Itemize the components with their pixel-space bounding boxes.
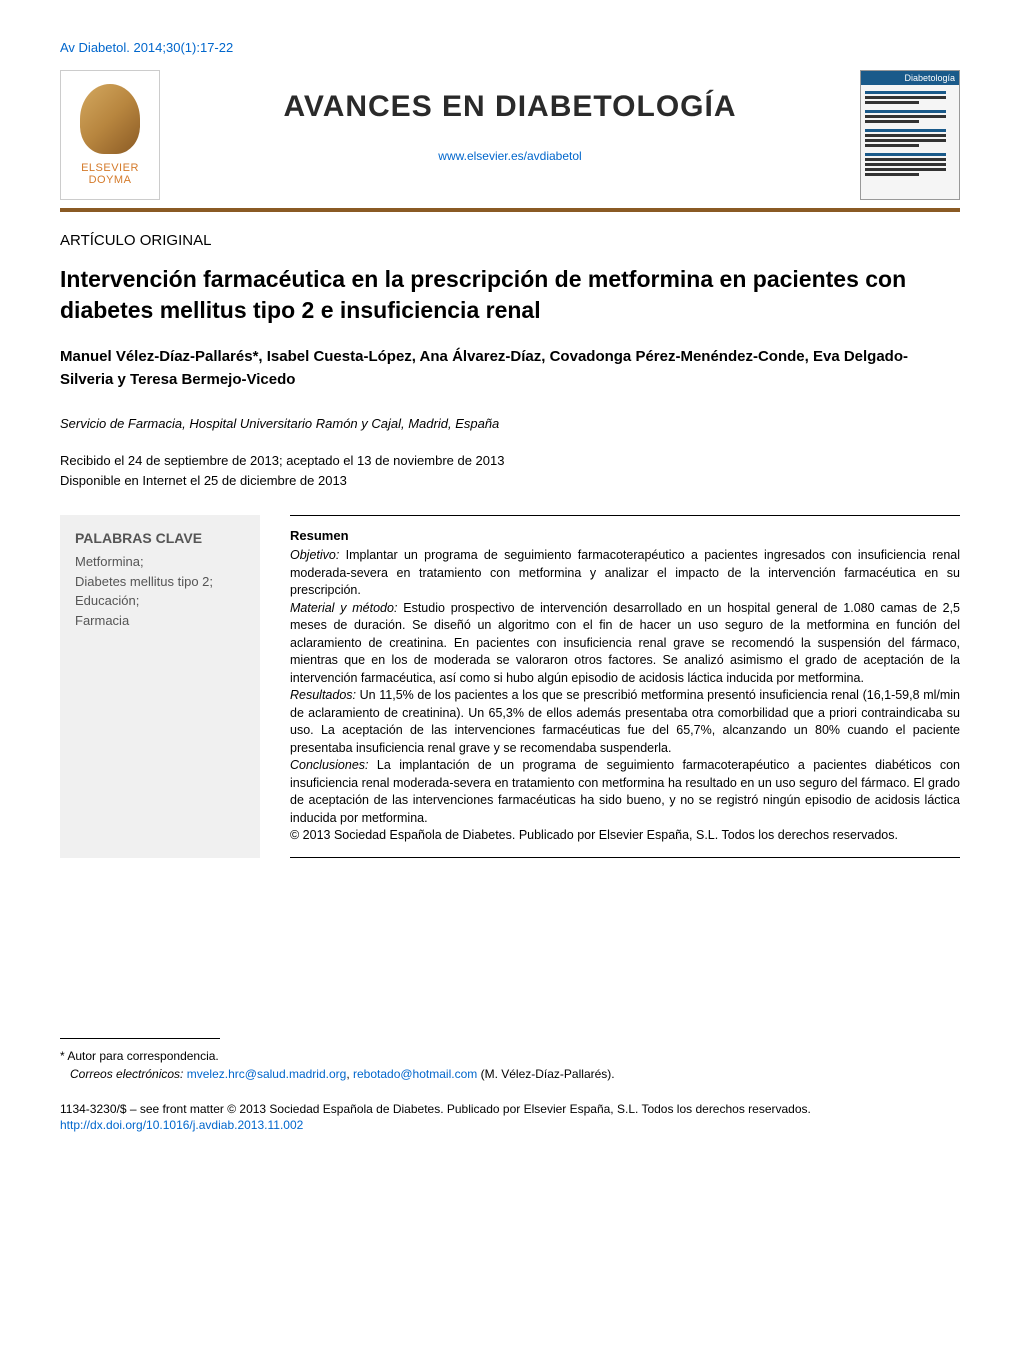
footer-separator <box>60 1038 220 1039</box>
citation-text: Av Diabetol. 2014;30(1):17-22 <box>60 40 960 55</box>
article-type-label: ARTÍCULO ORIGINAL <box>60 232 960 249</box>
affiliation-text: Servicio de Farmacia, Hospital Universit… <box>60 416 960 431</box>
article-title: Intervención farmacéutica en la prescrip… <box>60 264 960 326</box>
doi-link[interactable]: http://dx.doi.org/10.1016/j.avdiab.2013.… <box>60 1118 303 1132</box>
elsevier-tree-icon <box>80 84 140 154</box>
authors-list: Manuel Vélez-Díaz-Pallarés*, Isabel Cues… <box>60 346 960 391</box>
cover-header-text: Diabetología <box>861 71 959 85</box>
abstract-box: Resumen Objetivo: Implantar un programa … <box>290 515 960 858</box>
footer-copyright: 1134-3230/$ – see front matter © 2013 So… <box>60 1101 960 1135</box>
publisher-logo: ELSEVIER DOYMA <box>60 70 160 200</box>
corresponding-author: * Autor para correspondencia. Correos el… <box>60 1047 960 1083</box>
article-dates: Recibido el 24 de septiembre de 2013; ac… <box>60 451 960 490</box>
journal-header: ELSEVIER DOYMA AVANCES EN DIABETOLOGÍA w… <box>60 70 960 212</box>
journal-cover-thumbnail: Diabetología <box>860 70 960 200</box>
keywords-heading: PALABRAS CLAVE <box>75 530 245 546</box>
abstract-heading: Resumen <box>290 528 960 543</box>
journal-title: AVANCES EN DIABETOLOGÍA <box>170 90 850 124</box>
email-link-2[interactable]: rebotado@hotmail.com <box>353 1067 477 1081</box>
email-link-1[interactable]: mvelez.hrc@salud.madrid.org <box>187 1067 347 1081</box>
keywords-list: Metformina; Diabetes mellitus tipo 2; Ed… <box>75 552 245 630</box>
abstract-text: Objetivo: Implantar un programa de segui… <box>290 547 960 845</box>
publisher-name: ELSEVIER DOYMA <box>81 162 139 186</box>
journal-url-link[interactable]: www.elsevier.es/avdiabetol <box>170 149 850 163</box>
keywords-box: PALABRAS CLAVE Metformina; Diabetes mell… <box>60 515 260 858</box>
